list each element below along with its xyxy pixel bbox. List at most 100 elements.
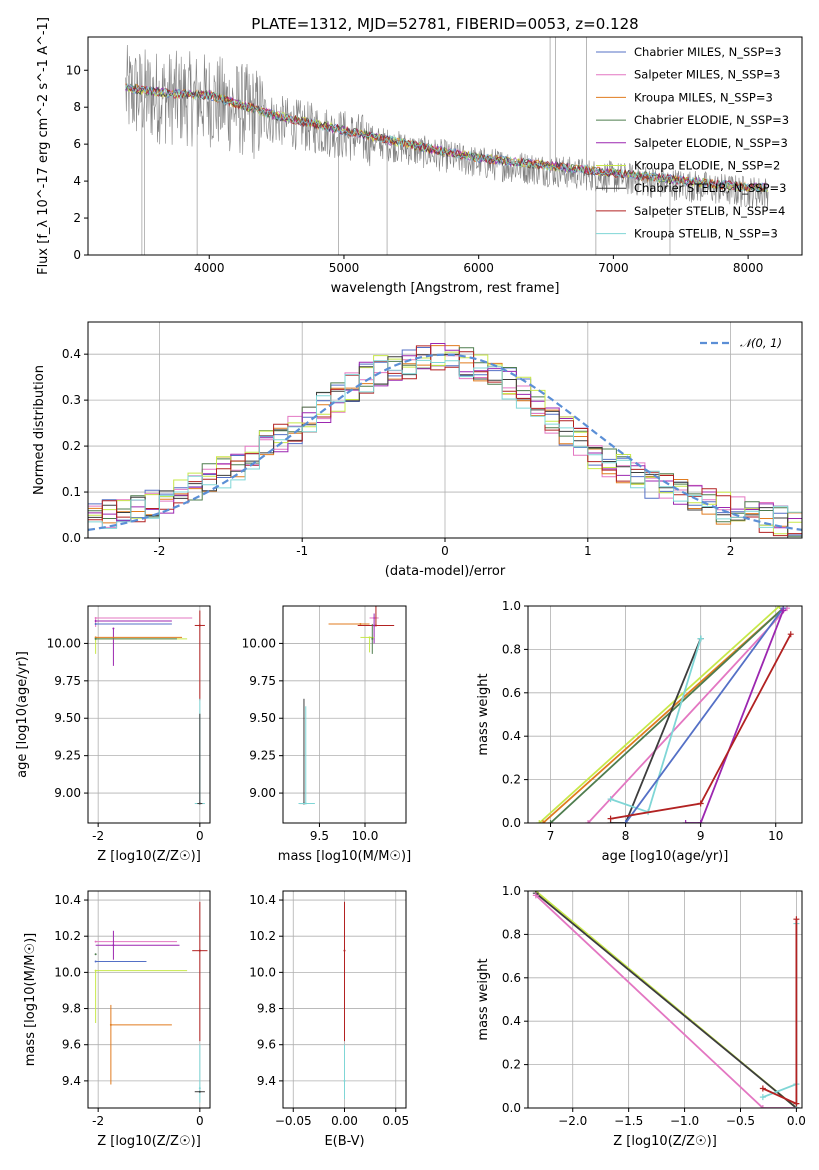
weight-line xyxy=(538,606,781,823)
residuals-xtick-label: -2 xyxy=(153,544,165,558)
spectrum-xtick-label: 7000 xyxy=(598,261,629,275)
weight-marker xyxy=(776,606,783,609)
mass_weight_vs_Z-xtick-label: −1.5 xyxy=(614,1114,643,1128)
spectrum-xtick-label: 5000 xyxy=(329,261,360,275)
spectrum-title: PLATE=1312, MJD=52781, FIBERID=0053, z=0… xyxy=(251,15,638,33)
mass_vs_Z-ytick-label: 10.4 xyxy=(54,893,81,907)
mass_weight_vs_Z-xtick-label: 0.0 xyxy=(787,1114,806,1128)
normal-curve xyxy=(88,353,802,531)
weight-marker xyxy=(780,607,787,614)
spectrum-ytick-label: 8 xyxy=(73,100,81,114)
age_vs_mass-frame xyxy=(282,605,407,824)
data-point xyxy=(304,802,307,805)
weight-marker xyxy=(697,820,704,823)
mass_weight_vs_age-ytick-label: 0.4 xyxy=(502,729,521,743)
mass_weight_vs_age-ytick-label: 1.0 xyxy=(502,599,521,613)
residuals-ylabel: Normed distribution xyxy=(32,365,47,495)
mass_weight_vs_age-xtick-label: 10 xyxy=(768,829,783,843)
age_vs_mass-ytick-label: 9.00 xyxy=(249,786,276,800)
data-point xyxy=(112,627,115,630)
age_vs_Z-plot-area xyxy=(94,610,205,805)
mass_weight_vs_Z-xtick-label: −0.5 xyxy=(726,1114,755,1128)
mass_weight_vs_Z-ytick-label: 0.0 xyxy=(502,1101,521,1115)
residuals-xtick-label: 1 xyxy=(584,544,592,558)
data-point xyxy=(198,802,201,805)
data-point xyxy=(94,969,97,972)
weight-line xyxy=(762,923,798,1108)
residuals-ytick-label: 0.2 xyxy=(62,439,81,453)
mass_vs_ebv-plot-area xyxy=(343,901,346,1099)
mass_weight_vs_age-frame xyxy=(527,605,803,824)
data-point xyxy=(368,636,371,639)
mass_weight_vs_age-xlabel: age [log10(age/yr)] xyxy=(602,849,729,864)
spectrum-xlabel: wavelength [Angstrom, rest frame] xyxy=(331,281,560,296)
legend-entry: Kroupa ELODIE, N_SSP=2 xyxy=(634,159,780,173)
legend-entry: Salpeter STELIB, N_SSP=4 xyxy=(634,204,785,218)
weight-line xyxy=(685,609,785,823)
histogram-step xyxy=(88,343,802,529)
weight-marker xyxy=(759,1085,766,1092)
weight-line xyxy=(549,607,784,823)
age_vs_mass-panel: 9.5 10.0 9.00 9.25 9.50 9.75 10.00 mass [log10(… xyxy=(242,605,411,864)
spectrum-ytick-label: 0 xyxy=(73,248,81,262)
histogram-step xyxy=(88,345,802,537)
residuals-ytick-label: 0.1 xyxy=(62,485,81,499)
mass_vs_Z-ytick-label: 10.0 xyxy=(54,965,81,979)
age_vs_Z-ytick-label: 10.00 xyxy=(47,636,81,650)
mass_vs_ebv-xtick-label: −0.05 xyxy=(275,1114,312,1128)
mass_vs_ebv-ytick-label: 9.6 xyxy=(257,1038,276,1052)
age_vs_Z-ytick-label: 9.25 xyxy=(54,749,81,763)
data-point xyxy=(94,636,97,639)
spectrum-frame xyxy=(87,36,803,256)
weight-marker xyxy=(697,800,704,807)
age_vs_Z-ylabel: age [log10(age/yr)] xyxy=(15,651,30,778)
weight-marker xyxy=(532,892,539,899)
mass_vs_ebv-panel: −0.05 0.00 0.05 9.4 9.6 9.8 10.0 10.2 10.4 E(B-V) xyxy=(249,890,409,1149)
mass_weight_vs_age-ylabel: mass weight xyxy=(476,673,491,755)
mass_weight_vs_Z-ytick-label: 0.4 xyxy=(502,1014,521,1028)
spectrum-ytick-label: 2 xyxy=(73,211,81,225)
weight-marker xyxy=(585,820,592,823)
legend-entry: Chabrier MILES, N_SSP=3 xyxy=(634,45,781,59)
age_vs_mass-ytick-label: 9.25 xyxy=(249,749,276,763)
weight-line xyxy=(610,638,702,823)
weight-marker xyxy=(793,916,800,923)
age_vs_mass-xlabel: mass [log10(M/M☉)] xyxy=(278,849,411,864)
mass_weight_vs_Z-panel: −2.0 −1.5 −1.0 −0.5 0.0 0.0 0.2 0.4 0.6 0.8 1.0 Z [… xyxy=(476,884,806,1149)
mass_vs_Z-xlabel: Z [log10(Z/Z☉)] xyxy=(97,1134,201,1149)
spectrum-panel: 4000 5000 6000 7000 8000 0 2 4 6 8 10 wavelength [A… xyxy=(36,17,803,296)
age_vs_Z-ytick-label: 9.00 xyxy=(54,786,81,800)
data-point xyxy=(94,940,97,943)
mass_vs_ebv-xlabel: E(B-V) xyxy=(324,1134,364,1149)
spectrum-xtick-label: 4000 xyxy=(194,261,225,275)
residuals-ytick-label: 0.0 xyxy=(62,531,81,545)
mass_vs_ebv-ytick-label: 9.4 xyxy=(257,1074,276,1088)
weight-marker xyxy=(547,820,554,823)
mass_vs_Z-ytick-label: 9.4 xyxy=(62,1074,81,1088)
residuals-ytick-label: 0.3 xyxy=(62,393,81,407)
mass_vs_ebv-xtick-label: 0.00 xyxy=(331,1114,358,1128)
weight-marker xyxy=(536,820,543,823)
residuals-ytick-label: 0.4 xyxy=(62,347,81,361)
mass_weight_vs_age-ytick-label: 0.0 xyxy=(502,816,521,830)
residuals-xtick-label: 2 xyxy=(727,544,735,558)
mass_weight_vs_age-panel: 7 8 9 10 0.0 0.2 0.4 0.6 0.8 1.0 age [log10(age/yr… xyxy=(476,599,803,864)
mass_vs_Z-xtick-label: 0 xyxy=(196,1114,204,1128)
data-point xyxy=(343,949,346,952)
mass_vs_ebv-ytick-label: 10.0 xyxy=(249,965,276,979)
mass_vs_ebv-ytick-label: 10.2 xyxy=(249,929,276,943)
data-point xyxy=(371,637,374,640)
data-point xyxy=(343,1079,346,1082)
weight-marker xyxy=(607,815,614,822)
data-point xyxy=(359,622,362,625)
mass_weight_vs_Z-plot-area xyxy=(532,891,800,1108)
weight-line xyxy=(624,607,784,823)
histogram-step xyxy=(88,359,802,529)
weight-line xyxy=(535,892,797,1108)
weight-line xyxy=(587,607,788,823)
residuals-xtick-label: -1 xyxy=(296,544,308,558)
mass_vs_ebv-xtick-label: 0.05 xyxy=(382,1114,409,1128)
weight-marker xyxy=(540,820,547,823)
spectrum-ytick-label: 6 xyxy=(73,137,81,151)
